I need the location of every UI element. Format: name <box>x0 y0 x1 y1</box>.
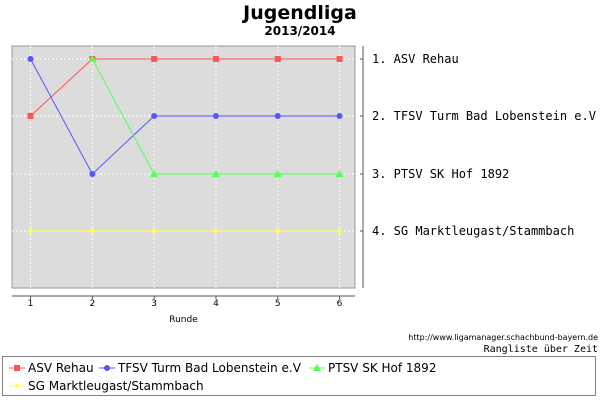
y-tick-label: 2. TFSV Turm Bad Lobenstein e.V <box>372 109 596 123</box>
chart-title: Jugendliga <box>243 2 357 24</box>
legend-label: ASV Rehau <box>28 361 94 375</box>
series-1-line <box>30 58 340 117</box>
line-chart: 1 2 3 4 5 6 Runde 1. ASV Rehau 2. TFSV Turm Bad … <box>11 45 596 325</box>
x-tick-label: 4 <box>213 299 219 309</box>
series-4-point <box>151 228 158 234</box>
chart-note: Rangliste über Zeit <box>483 344 598 355</box>
legend-swatch-marker <box>313 364 321 371</box>
series-1-point <box>27 113 34 119</box>
legend-swatch <box>9 365 25 371</box>
y-tick-label: 1. ASV Rehau <box>372 52 459 66</box>
series-3-point <box>88 55 97 62</box>
series-2-point <box>212 113 219 119</box>
x-tick-label: 2 <box>89 299 95 309</box>
x-tick-label: 6 <box>337 299 343 309</box>
series-4-point <box>27 228 34 234</box>
series-2-point <box>89 171 96 177</box>
series-1-point <box>212 56 219 62</box>
legend-swatch <box>9 383 25 389</box>
x-tick-label: 5 <box>275 299 281 309</box>
x-axis-label: Runde <box>169 315 198 325</box>
legend-label: SG Marktleugast/Stammbach <box>28 379 204 393</box>
source-url[interactable]: http://www.ligamanager.schachbund-bayern… <box>408 333 598 342</box>
series-3-point <box>273 170 282 177</box>
series-1-point <box>274 56 281 62</box>
legend-swatch-marker <box>14 383 20 389</box>
legend-label: PTSV SK Hof 1892 <box>328 361 437 375</box>
y-tick-label: 3. PTSV SK Hof 1892 <box>372 167 509 181</box>
legend-swatch-marker <box>14 365 20 371</box>
y-tick-label: 4. SG Marktleugast/Stammbach <box>372 224 574 238</box>
plot-area <box>11 45 356 289</box>
series-2-point <box>336 113 343 119</box>
x-tick-label: 3 <box>151 299 157 309</box>
series-2-point <box>27 56 34 62</box>
legend-label: TFSV Turm Bad Lobenstein e.V <box>118 361 301 375</box>
legend-item: SG Marktleugast/Stammbach <box>9 379 204 393</box>
legend-swatch <box>99 365 115 371</box>
series-3-point <box>335 170 344 177</box>
series-4-point <box>274 228 281 234</box>
legend-item: PTSV SK Hof 1892 <box>309 361 436 375</box>
series-1-point <box>151 56 158 62</box>
x-tick-label: 1 <box>28 299 34 309</box>
series-2-line <box>30 58 340 175</box>
series-4-point <box>89 228 96 234</box>
series-1-point <box>336 56 343 62</box>
legend-swatch <box>309 364 325 371</box>
series-4-point <box>212 228 219 234</box>
series-2-point <box>274 113 281 119</box>
chart-legend: ASV Rehau TFSV Turm Bad Lobenstein e.V PTS… <box>2 356 596 396</box>
legend-item: TFSV Turm Bad Lobenstein e.V <box>99 361 301 375</box>
series-2-point <box>151 113 158 119</box>
legend-swatch-marker <box>104 365 110 371</box>
chart-subtitle: 2013/2014 <box>264 24 336 38</box>
series-3-point <box>150 170 159 177</box>
series-4-point <box>336 228 343 234</box>
legend-item: ASV Rehau <box>9 361 94 375</box>
series-3-point <box>211 170 220 177</box>
